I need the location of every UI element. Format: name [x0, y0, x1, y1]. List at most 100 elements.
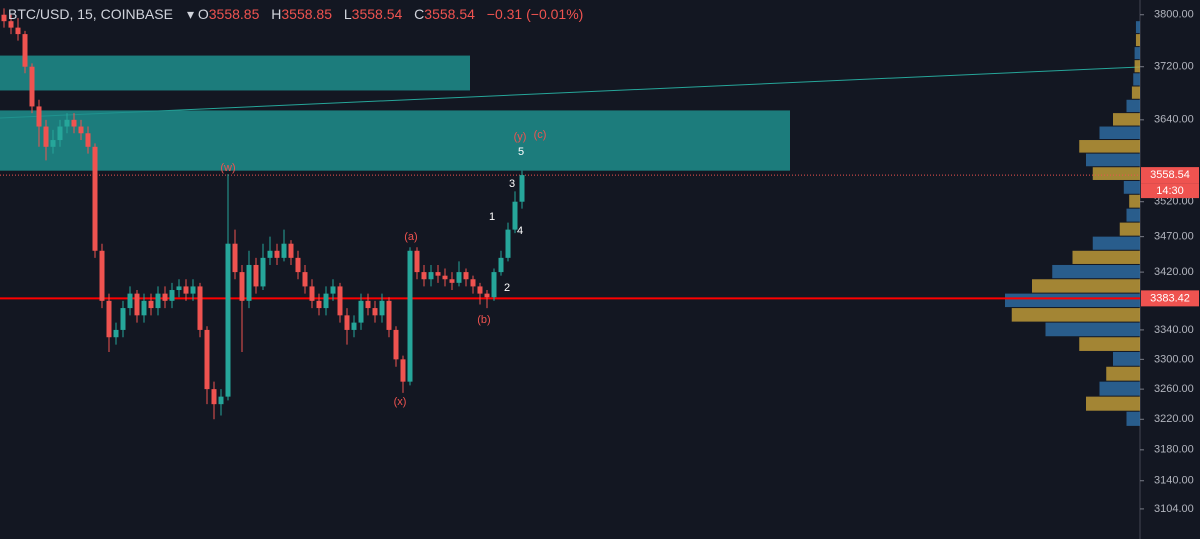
y-tick-label: 3520.00	[1154, 196, 1194, 208]
candle-body	[50, 140, 56, 147]
profile-bar	[1131, 86, 1140, 99]
candle-body	[260, 257, 266, 287]
candle-body	[316, 300, 322, 309]
candle-body	[386, 300, 392, 330]
candle-body	[491, 272, 497, 298]
candle-body	[330, 286, 336, 294]
candle-body	[190, 286, 196, 294]
candle-body	[449, 279, 455, 283]
y-tick-label: 3720.00	[1154, 61, 1194, 73]
candle-body	[78, 126, 84, 134]
profile-bar	[1113, 351, 1140, 366]
profile-bar	[1045, 322, 1140, 337]
candle-body	[484, 293, 490, 298]
candle-body	[407, 250, 413, 382]
zone	[0, 55, 470, 91]
l-value: 3558.54	[351, 6, 403, 22]
candle-body	[309, 286, 315, 301]
candle-body	[15, 27, 21, 35]
candle-body	[372, 308, 378, 316]
candle-body	[43, 126, 49, 147]
candle-body	[365, 300, 371, 309]
o-label: O	[197, 6, 209, 22]
y-tick-label: 3470.00	[1154, 231, 1194, 243]
y-tick-label: 3104.00	[1154, 503, 1194, 515]
candle-body	[8, 21, 14, 28]
candle-body	[176, 286, 182, 291]
wave-label: (b)	[477, 314, 490, 326]
last-price-tag-bg	[1141, 167, 1199, 184]
profile-bar	[1113, 113, 1140, 126]
candle-body	[337, 286, 343, 316]
wave-label: 3	[509, 178, 515, 190]
candle-body	[141, 300, 147, 316]
profile-bar	[1123, 180, 1140, 194]
caret: ▾	[186, 6, 198, 22]
candle-body	[85, 133, 91, 147]
wave-label: 1	[489, 211, 495, 223]
candle-body	[379, 300, 385, 316]
y-tick-label: 3800.00	[1154, 9, 1194, 21]
c-label: C	[414, 6, 425, 22]
profile-bar	[1119, 222, 1140, 236]
candle-body	[253, 264, 259, 287]
candle-body	[232, 243, 238, 273]
profile-bar	[1134, 47, 1140, 60]
countdown: 14:30	[1156, 185, 1184, 197]
l-label: L	[343, 6, 352, 22]
candle-body	[169, 290, 175, 301]
symbol[interactable]: BTC/USD, 15, COINBASE	[8, 6, 173, 22]
candle-body	[470, 279, 476, 287]
profile-bar	[1106, 366, 1140, 381]
candle-body	[148, 300, 154, 309]
candle-body	[22, 34, 28, 67]
candle-body	[281, 243, 287, 258]
profile-bar	[1005, 293, 1140, 308]
profile-bar	[1086, 153, 1140, 167]
legend: BTC/USD, 15, COINBASE ▾ O3558.85 H3558.85…	[8, 6, 591, 23]
price-axis	[1140, 0, 1200, 539]
y-tick-label: 3260.00	[1154, 383, 1194, 395]
wave-label: (x)	[394, 396, 407, 408]
candle-body	[414, 250, 420, 273]
wave-label: 2	[504, 282, 510, 294]
profile-bar	[1099, 126, 1140, 140]
y-tick-label: 3340.00	[1154, 324, 1194, 336]
candle-body	[239, 272, 245, 301]
y-tick-label: 3420.00	[1154, 266, 1194, 278]
candle-body	[477, 286, 483, 294]
o-value: 3558.85	[208, 6, 260, 22]
y-tick-label: 3180.00	[1154, 444, 1194, 456]
profile-bar	[1092, 236, 1140, 250]
wave-label: (y)	[514, 131, 527, 143]
candle-body	[99, 250, 105, 301]
profile-bar	[1135, 21, 1140, 34]
wave-label: (w)	[220, 162, 235, 174]
wave-label: (c)	[534, 129, 547, 141]
profile-bar	[1129, 194, 1140, 208]
profile-bar	[1135, 34, 1140, 47]
countdown-bg	[1141, 183, 1199, 199]
candle-body	[120, 308, 126, 330]
candle-body	[134, 293, 140, 316]
candle-body	[358, 300, 364, 323]
y-tick-label: 3220.00	[1154, 413, 1194, 425]
candle-body	[323, 293, 329, 309]
candle-body	[211, 389, 217, 405]
candle-body	[64, 119, 70, 127]
profile-bar	[1052, 264, 1140, 279]
zone	[0, 110, 790, 171]
profile-bar	[1079, 140, 1140, 153]
change: −0.31 (−0.01%)	[486, 6, 584, 22]
trend-line	[0, 66, 1141, 119]
candle-body	[36, 106, 42, 127]
candle-body	[218, 396, 224, 405]
candle-body	[463, 272, 469, 280]
candle-body	[400, 359, 406, 382]
y-tick-label: 3140.00	[1154, 475, 1194, 487]
profile-bar	[1126, 208, 1140, 222]
candle-body	[204, 329, 210, 390]
candle-body	[435, 272, 441, 276]
candle-body	[274, 250, 280, 258]
